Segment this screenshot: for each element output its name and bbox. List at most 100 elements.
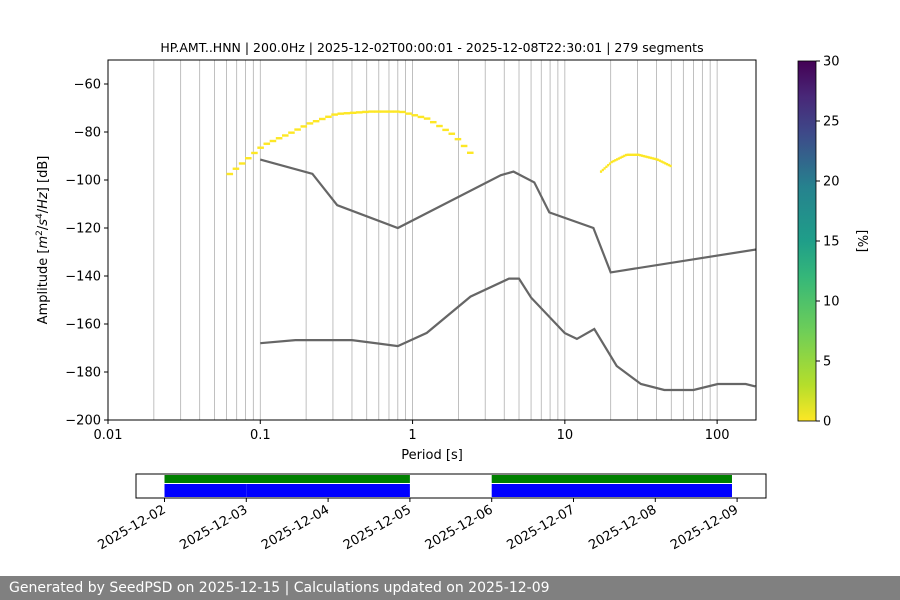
heatmap-cell [614,159,617,162]
heatmap-cell [601,168,604,172]
heatmap-cell [251,151,258,155]
heatmap-cell [337,112,345,115]
y-tick-label: −160 [65,318,101,333]
heatmap-cell [628,153,631,156]
heatmap-cell [405,112,412,115]
heatmap-cell [226,172,234,176]
heatmap-cell [362,110,369,114]
heatmap-cell [349,111,357,114]
colorbar-tick-label: 0 [823,415,831,430]
heatmap-cell [665,162,669,166]
heatmap-cell [306,122,314,125]
footer-banner: Generated by SeedPSD on 2025-12-15 | Cal… [0,576,900,600]
y-tick-label: −200 [65,414,101,429]
heatmap-cell [635,153,638,156]
heatmap-cell [275,137,283,140]
heatmap-cell [637,153,640,156]
heatmap-cell [411,114,419,117]
heatmap-cell [612,159,615,163]
timeline-tick-label: 2025-12-06 [423,502,496,553]
heatmap-cell [651,157,654,160]
heatmap-cell [657,158,660,162]
timeline-frame [135,473,767,499]
y-tick-label: −140 [65,270,101,285]
heatmap-cell [669,164,672,168]
heatmap-cell [649,156,653,160]
heatmap-cell [610,160,613,164]
heatmap-cell [281,134,289,137]
x-tick-label: 100 [705,428,730,443]
chart-title: HP.AMT..HNN | 200.0Hz | 2025-12-02T00:00… [160,40,703,55]
heatmap-cell [640,154,644,157]
heatmap-cell [232,167,240,170]
heatmap-cell [603,167,606,170]
data-segment-bar [164,475,410,483]
heatmap-cell [386,110,394,113]
heatmap-cell [639,154,642,157]
heatmap-cell [619,156,622,159]
psd-segment-bar [246,484,410,497]
heatmap-cell [257,146,264,149]
psd-heatmap [226,110,672,176]
heatmap-cell [642,154,645,158]
heatmap-cell [658,159,661,162]
colorbar: 0 5 10 15 20 25 30 [%] [797,55,869,430]
x-tick-label: 0.1 [250,428,271,443]
y-tick-label: −60 [74,78,101,93]
heatmap-cell [238,162,246,165]
heatmap-cell [623,154,626,158]
y-tick-label: −80 [74,126,101,141]
heatmap-cell [662,161,665,164]
data-segment-bar [491,475,732,483]
heatmap-cell [644,155,647,158]
psd-plot-area: 0.01 0.1 1 10 100 −200 −180 −160 −140 −120 −100 −8… [35,59,757,463]
heatmap-cell [599,170,603,173]
heatmap-cell [648,156,651,159]
y-axis-label: Amplitude [m2/s4/Hz] [dB] [35,156,51,325]
heatmap-cell [466,151,474,154]
heatmap-cell [429,120,437,124]
heatmap-cell [664,162,667,165]
heatmap-cell [417,115,425,119]
colorbar-tick-label: 10 [823,295,840,310]
heatmap-cell [312,119,320,123]
heatmap-cell [263,142,271,145]
heatmap-cell [423,117,431,120]
x-axis-ticks: 0.01 0.1 1 10 100 [94,420,730,443]
heatmap-cell [318,117,326,121]
heatmap-cell [633,153,637,156]
heatmap-cell [392,110,400,113]
heatmap-cell [244,157,252,160]
plot-frame-bg [108,60,756,420]
heatmap-cell [607,164,610,167]
heatmap-cell [380,110,388,113]
y-tick-label: −100 [65,174,101,189]
timeline-tick-label: 2025-12-03 [177,502,250,553]
x-tick-label: 1 [408,428,416,443]
x-tick-label: 0.01 [94,428,123,443]
y-tick-label: −180 [65,366,101,381]
colorbar-tick-label: 20 [823,175,840,190]
timeline-tick-label: 2025-12-02 [96,502,169,553]
colorbar-label: [%] [854,230,869,253]
heatmap-cell [608,162,612,165]
colorbar-gradient [797,60,817,422]
timeline-ticks: 2025-12-02 2025-12-03 2025-12-04 2025-12-05… [96,498,741,553]
heatmap-cell [454,137,462,141]
timeline-tick-label: 2025-12-05 [341,502,414,553]
heatmap-cell [653,157,656,161]
heatmap-cell [269,139,277,143]
psd-segment-bar [491,484,732,497]
heatmap-cell [615,158,619,161]
heatmap-cell [436,124,443,128]
heatmap-cell [294,128,301,131]
heatmap-cell [626,153,629,156]
timeline-tick-label: 2025-12-08 [586,502,659,553]
y-tick-label: −120 [65,222,101,237]
heatmap-cell [331,113,338,116]
heatmap-cell [343,112,351,115]
heatmap-cell [442,128,449,132]
heatmap-cell [288,131,295,134]
colorbar-tick-label: 30 [823,55,840,70]
heatmap-cell [355,111,363,114]
